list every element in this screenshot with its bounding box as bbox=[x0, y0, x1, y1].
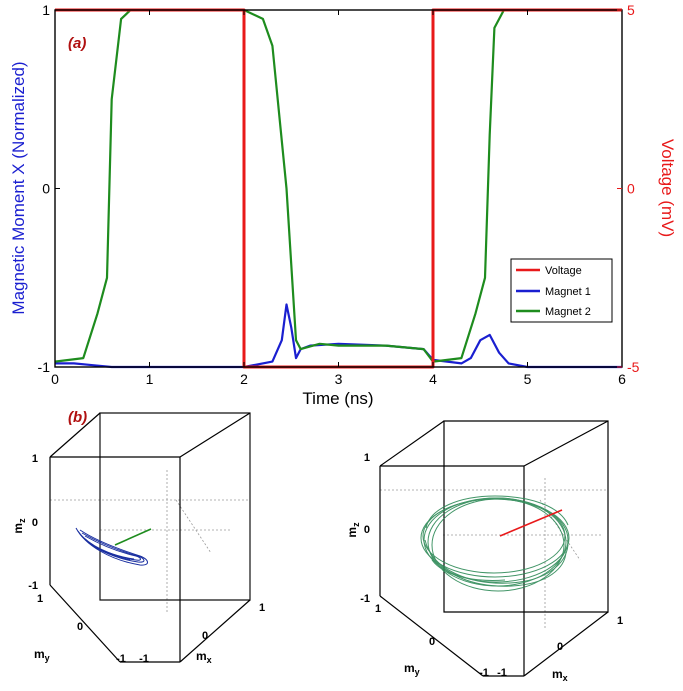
x-axis-label: mx bbox=[196, 649, 212, 665]
left-axis-title: Magnetic Moment X (Normalized) bbox=[9, 61, 28, 314]
z-tick: 0 bbox=[364, 524, 370, 536]
panel-label-b: (b) bbox=[68, 409, 87, 426]
y-axis-label: my bbox=[34, 647, 50, 663]
y-tick: -1 bbox=[116, 653, 126, 665]
x-axis-title: Time (ns) bbox=[302, 389, 373, 408]
y-tick: 0 bbox=[429, 636, 435, 648]
legend-label-magnet-2: Magnet 2 bbox=[545, 306, 591, 318]
panel-a: 0 1 2 3 4 5 6-101-505 (a) Time (ns) Magnetic M… bbox=[9, 2, 677, 408]
trajectory bbox=[420, 495, 570, 592]
legend-label-voltage: Voltage bbox=[545, 265, 582, 277]
left-y-tick-label: -1 bbox=[38, 359, 51, 375]
z-tick: 1 bbox=[364, 452, 370, 464]
y-tick: 1 bbox=[37, 593, 43, 605]
x-tick: 1 bbox=[259, 602, 265, 614]
3d-plot-right: 1 0 -1 mz 1 0 -1 my -1 0 1 mx bbox=[345, 420, 623, 683]
trajectory-loop bbox=[424, 539, 569, 584]
trajectory-loop bbox=[425, 495, 569, 529]
magnetization-vector bbox=[114, 528, 152, 546]
box-edges bbox=[379, 420, 609, 677]
x-tick-label: 5 bbox=[524, 371, 532, 387]
x-tick-label: 6 bbox=[618, 371, 626, 387]
x-tick-label: 2 bbox=[240, 371, 248, 387]
z-axis-label: mz bbox=[11, 518, 27, 534]
z-tick: 1 bbox=[32, 453, 38, 465]
x-tick: -1 bbox=[139, 653, 149, 665]
x-tick: 0 bbox=[202, 630, 208, 642]
z-tick: 0 bbox=[32, 517, 38, 529]
trajectory-loop bbox=[83, 537, 135, 560]
grid-lines bbox=[50, 413, 250, 613]
z-tick: -1 bbox=[360, 593, 370, 605]
grid-lines bbox=[380, 421, 608, 630]
trajectory-loop bbox=[75, 527, 148, 566]
trajectory-loop bbox=[422, 498, 566, 574]
left-y-tick-label: 1 bbox=[42, 2, 50, 18]
trajectory-loop bbox=[431, 559, 506, 581]
box-edges bbox=[49, 412, 251, 663]
x-tick-label: 1 bbox=[146, 371, 154, 387]
trajectory-loop bbox=[427, 547, 567, 587]
3d-plot-left: 1 0 -1 mz 1 0 -1 my -1 0 1 mx bbox=[11, 412, 265, 665]
z-tick: -1 bbox=[28, 580, 38, 592]
x-tick-label: 3 bbox=[335, 371, 343, 387]
x-tick: 0 bbox=[557, 641, 563, 653]
x-tick-label: 4 bbox=[429, 371, 437, 387]
y-tick: -1 bbox=[479, 667, 489, 679]
y-tick: 1 bbox=[375, 603, 381, 615]
y-tick: 0 bbox=[77, 621, 83, 633]
right-y-tick-label: 0 bbox=[627, 181, 635, 197]
right-y-tick-label: -5 bbox=[627, 359, 640, 375]
series-line-magnet-2 bbox=[54, 8, 622, 363]
right-y-tick-label: 5 bbox=[627, 2, 635, 18]
x-tick: 1 bbox=[617, 615, 623, 627]
x-tick: -1 bbox=[497, 667, 507, 679]
right-axis-title: Voltage (mV) bbox=[658, 139, 677, 237]
y-axis-label: my bbox=[404, 661, 420, 677]
trajectory-loop bbox=[87, 541, 131, 561]
legend: Voltage Magnet 1 Magnet 2 bbox=[510, 258, 613, 323]
trajectory bbox=[75, 527, 148, 566]
tick-group: 0 1 2 3 4 5 6-101-505 bbox=[38, 2, 640, 387]
z-axis-label: mz bbox=[345, 522, 361, 538]
x-tick-label: 0 bbox=[51, 371, 59, 387]
panel-label-a: (a) bbox=[68, 35, 86, 52]
x-axis-label: mx bbox=[552, 667, 568, 683]
left-y-tick-label: 0 bbox=[42, 181, 50, 197]
magnetization-vector bbox=[499, 509, 563, 537]
legend-label-magnet-1: Magnet 1 bbox=[545, 286, 591, 298]
